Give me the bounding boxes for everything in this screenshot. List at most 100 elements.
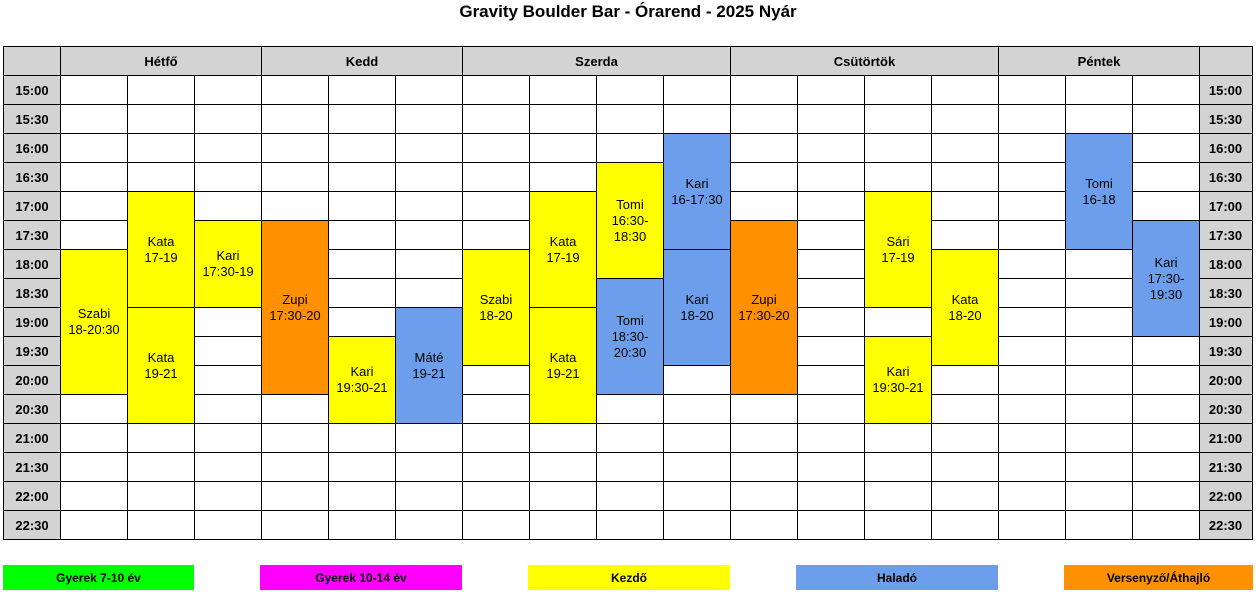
empty-cell xyxy=(60,423,128,453)
empty-cell xyxy=(194,510,262,540)
empty-cell xyxy=(395,162,463,192)
class-block: Kari 16-17:30 xyxy=(663,133,731,250)
empty-cell xyxy=(1065,249,1133,279)
empty-cell xyxy=(797,278,865,308)
empty-cell xyxy=(462,394,530,424)
class-block: Kata 17-19 xyxy=(529,191,597,308)
time-label: 15:30 xyxy=(1198,104,1253,134)
time-label: 16:00 xyxy=(3,133,61,163)
empty-cell xyxy=(797,220,865,250)
empty-cell xyxy=(328,191,396,221)
time-label: 21:00 xyxy=(3,423,61,453)
time-label: 19:30 xyxy=(1198,336,1253,366)
empty-cell xyxy=(797,452,865,482)
empty-cell xyxy=(998,220,1066,250)
empty-cell xyxy=(663,104,731,134)
empty-cell xyxy=(328,249,396,279)
empty-cell xyxy=(931,220,999,250)
empty-cell xyxy=(328,75,396,105)
class-time: 18:30-20:30 xyxy=(611,328,649,360)
time-label: 21:00 xyxy=(1198,423,1253,453)
corner xyxy=(1198,46,1253,76)
class-block: Tomi 18:30-20:30 xyxy=(596,278,664,395)
class-time: 18-20 xyxy=(948,307,982,323)
empty-cell xyxy=(127,104,195,134)
empty-cell xyxy=(797,423,865,453)
empty-cell xyxy=(797,336,865,366)
instructor: Tomi xyxy=(616,312,644,328)
empty-cell xyxy=(1132,510,1200,540)
empty-cell xyxy=(663,481,731,511)
empty-cell xyxy=(127,162,195,192)
legend-item: Versenyző/Áthajló xyxy=(1064,565,1253,590)
empty-cell xyxy=(730,162,798,192)
empty-cell xyxy=(797,510,865,540)
class-time: 17-19 xyxy=(546,249,580,265)
class-block: Tomi 16:30-18:30 xyxy=(596,162,664,279)
empty-cell xyxy=(998,104,1066,134)
empty-cell xyxy=(194,191,262,221)
empty-cell xyxy=(261,104,329,134)
class-time: 18-20 xyxy=(479,307,513,323)
empty-cell xyxy=(998,249,1066,279)
class-block: Kari 19:30-21 xyxy=(328,336,396,424)
empty-cell xyxy=(1065,481,1133,511)
empty-cell xyxy=(663,510,731,540)
empty-cell xyxy=(931,104,999,134)
empty-cell xyxy=(1065,423,1133,453)
empty-cell xyxy=(462,104,530,134)
empty-cell xyxy=(194,365,262,395)
empty-cell xyxy=(596,133,664,163)
day-header: Péntek xyxy=(998,46,1200,76)
instructor: Kata xyxy=(147,233,175,249)
empty-cell xyxy=(797,394,865,424)
empty-cell xyxy=(1132,365,1200,395)
class-time: 17:30-20 xyxy=(738,307,790,323)
class-block: Kata 18-20 xyxy=(931,249,999,366)
empty-cell xyxy=(931,75,999,105)
empty-cell xyxy=(998,75,1066,105)
class-time: 17:30-19:30 xyxy=(1147,270,1185,302)
empty-cell xyxy=(1065,307,1133,337)
time-label: 22:00 xyxy=(3,481,61,511)
time-label: 19:00 xyxy=(1198,307,1253,337)
class-time: 19-21 xyxy=(144,365,178,381)
empty-cell xyxy=(797,104,865,134)
time-label: 21:30 xyxy=(1198,452,1253,482)
empty-cell xyxy=(730,481,798,511)
empty-cell xyxy=(194,336,262,366)
empty-cell xyxy=(1132,162,1200,192)
empty-cell xyxy=(462,423,530,453)
empty-cell xyxy=(328,481,396,511)
class-time: 18-20 xyxy=(680,307,714,323)
empty-cell xyxy=(60,162,128,192)
empty-cell xyxy=(663,452,731,482)
empty-cell xyxy=(395,510,463,540)
class-block: Kari 17:30-19:30 xyxy=(1132,220,1200,337)
instructor: Sári xyxy=(886,233,910,249)
empty-cell xyxy=(998,452,1066,482)
empty-cell xyxy=(529,133,597,163)
empty-cell xyxy=(864,423,932,453)
class-block: Kari 17:30-19 xyxy=(194,220,262,308)
empty-cell xyxy=(1132,191,1200,221)
empty-cell xyxy=(931,481,999,511)
empty-cell xyxy=(194,452,262,482)
time-label: 17:30 xyxy=(3,220,61,250)
time-label: 16:30 xyxy=(3,162,61,192)
empty-cell xyxy=(60,75,128,105)
empty-cell xyxy=(194,133,262,163)
time-label: 17:00 xyxy=(1198,191,1253,221)
empty-cell xyxy=(797,249,865,279)
empty-cell xyxy=(328,133,396,163)
instructor: Szabi xyxy=(479,291,513,307)
empty-cell xyxy=(395,220,463,250)
empty-cell xyxy=(596,104,664,134)
empty-cell xyxy=(1132,336,1200,366)
class-time: 18-20:30 xyxy=(68,322,120,337)
class-block: Kata 19-21 xyxy=(529,307,597,424)
empty-cell xyxy=(1065,452,1133,482)
empty-cell xyxy=(529,452,597,482)
empty-cell xyxy=(864,162,932,192)
empty-cell xyxy=(395,133,463,163)
